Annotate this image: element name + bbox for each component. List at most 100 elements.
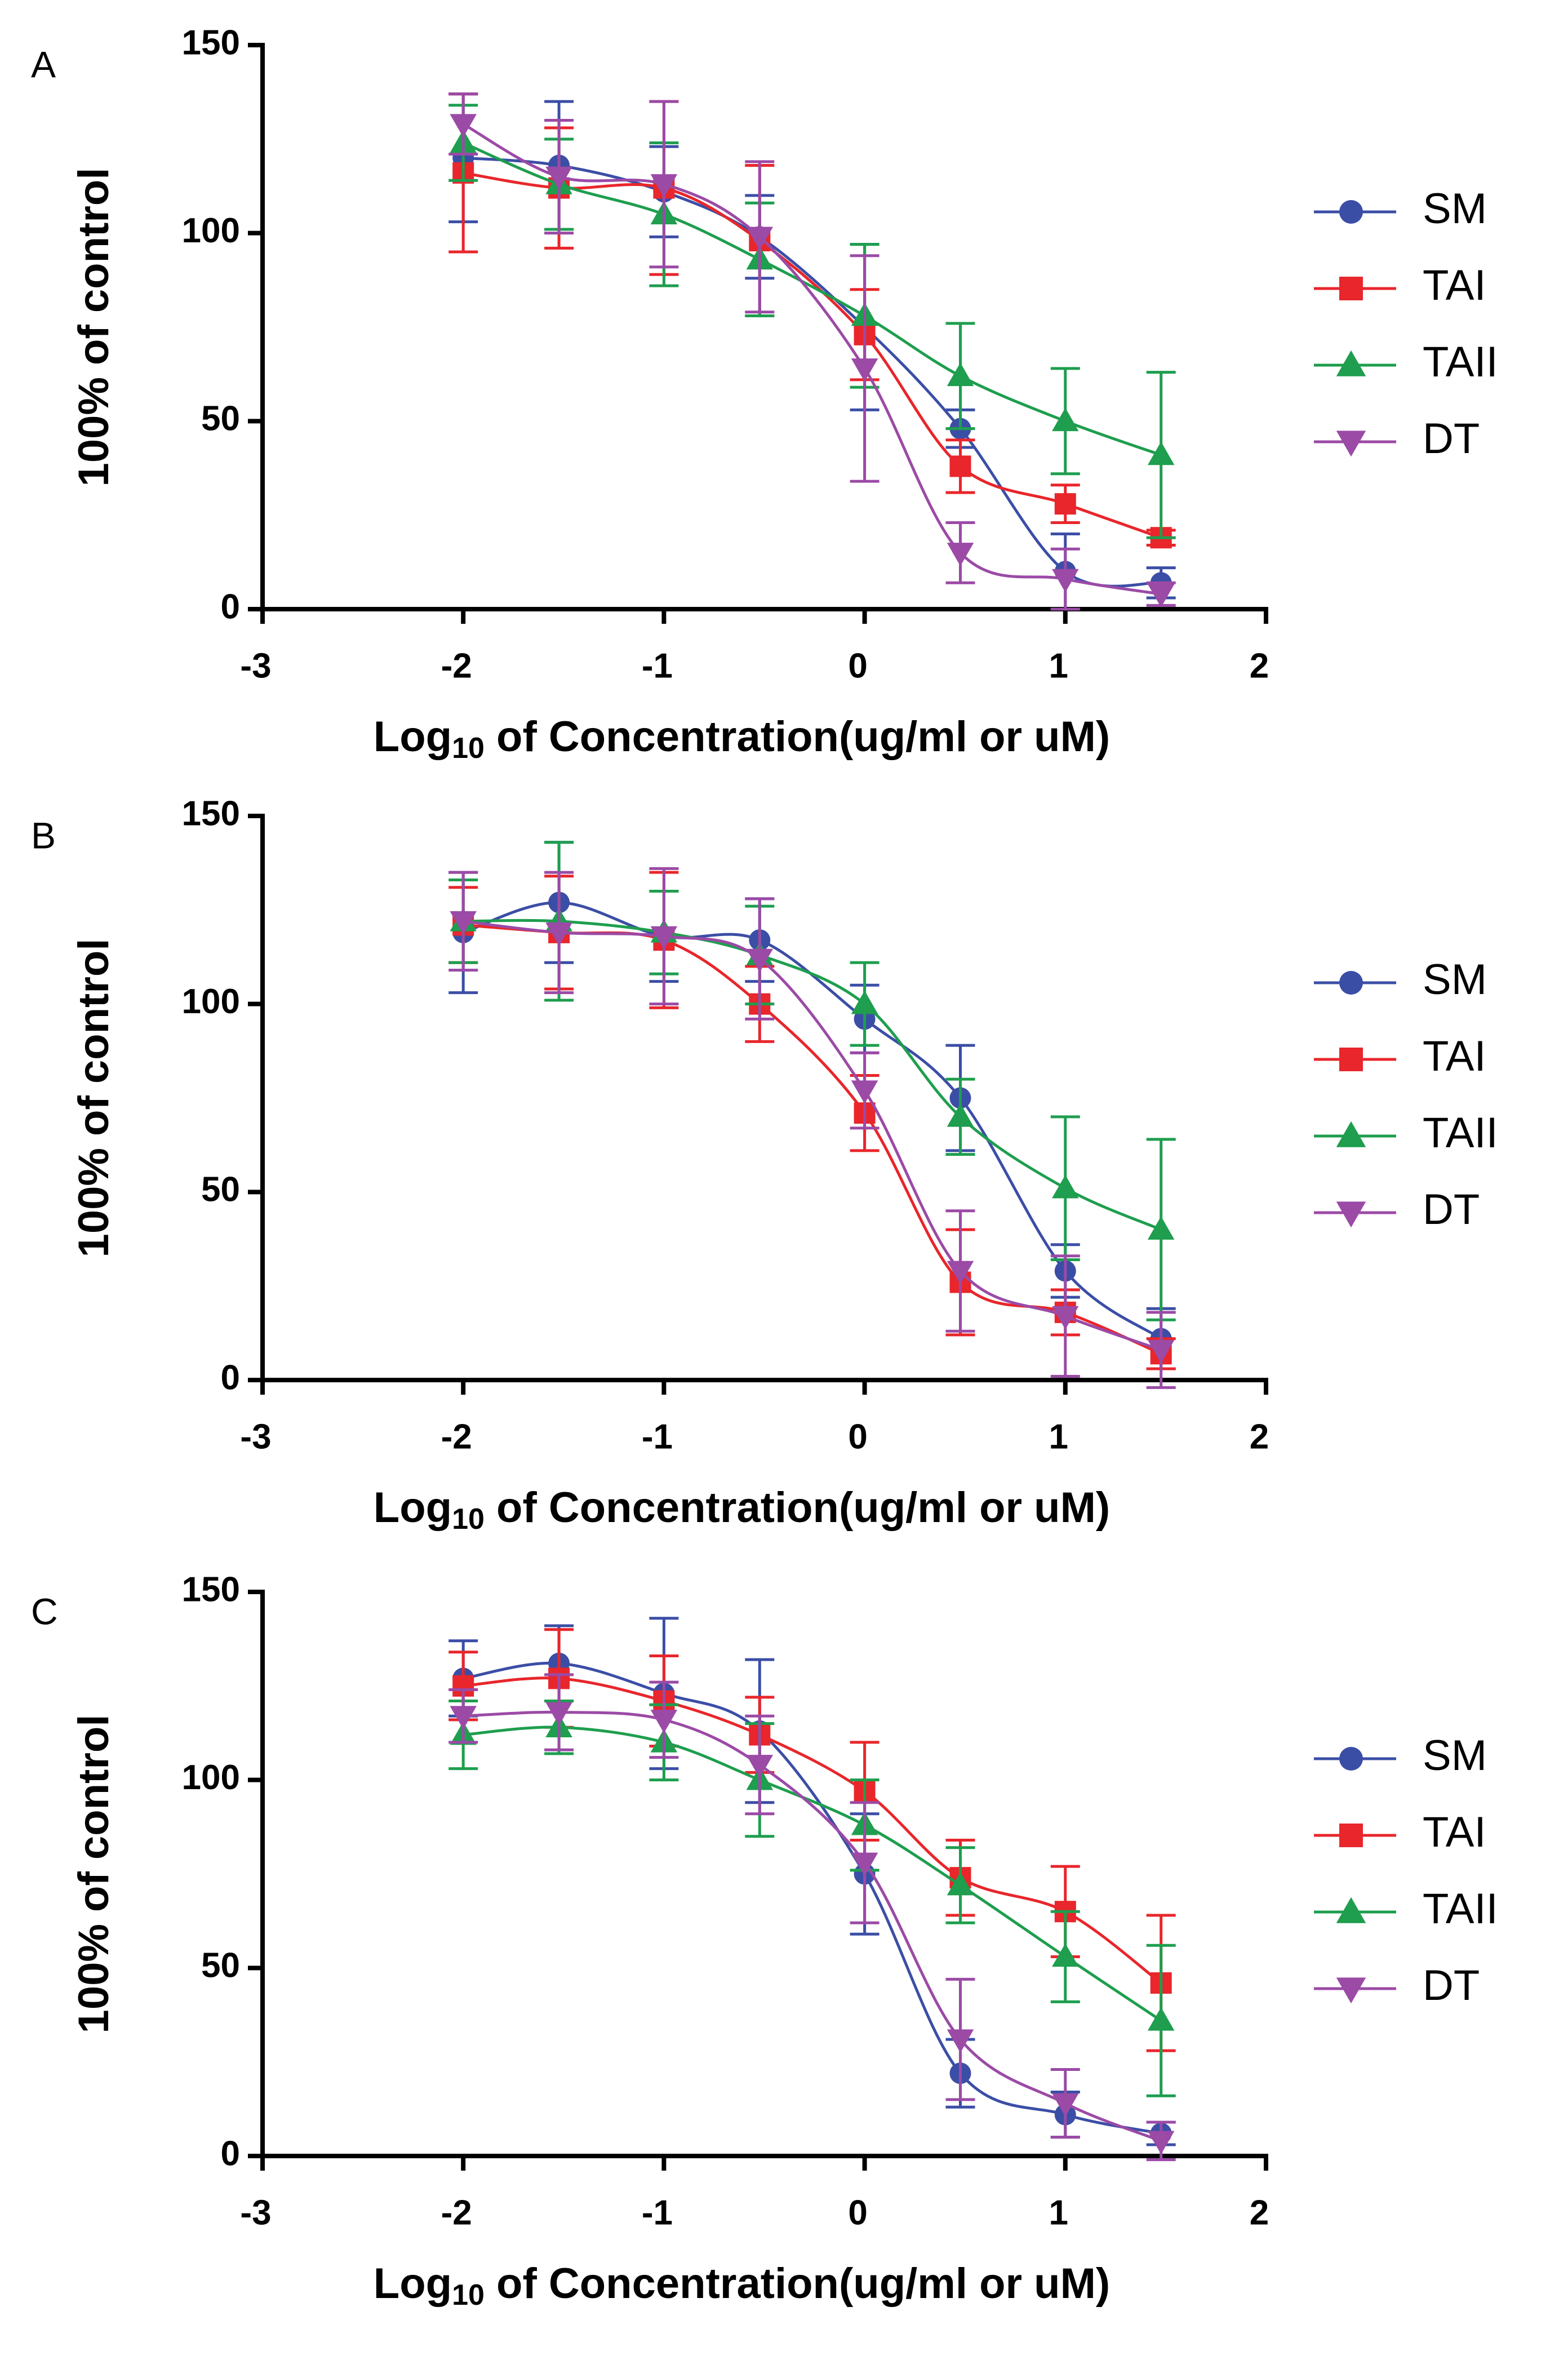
marker bbox=[1052, 407, 1079, 432]
x-tick-label: -2 bbox=[441, 1417, 472, 1456]
panel-label: C bbox=[31, 1590, 58, 1632]
x-tick-label: -1 bbox=[642, 646, 673, 685]
marker bbox=[947, 1103, 974, 1127]
x-label-subscript: 10 bbox=[452, 732, 485, 765]
y-tick-label: 100 bbox=[182, 982, 240, 1021]
y-tick-label: 50 bbox=[201, 400, 240, 438]
marker bbox=[1336, 350, 1366, 376]
x-label-rest: of Concentration(ug/ml or uM) bbox=[485, 713, 1110, 761]
marker bbox=[650, 174, 678, 198]
marker bbox=[851, 1852, 878, 1876]
panel: B 0 50 100 150 -3 -2 -1 0 1 2 100% of control Log10 … bbox=[31, 794, 1498, 1535]
x-tick-label: 1 bbox=[1049, 646, 1068, 685]
marker bbox=[1336, 431, 1366, 457]
panel-label: B bbox=[31, 814, 56, 856]
x-axis-label: Log10 of Concentration(ug/ml or uM) bbox=[374, 1484, 1110, 1536]
panel: C 0 50 100 150 -3 -2 -1 0 1 2 100% of control Log10 … bbox=[31, 1570, 1498, 2311]
y-tick-label: 150 bbox=[182, 23, 240, 62]
marker bbox=[947, 1261, 974, 1285]
marker bbox=[1339, 971, 1363, 995]
x-tick-label: 2 bbox=[1250, 1417, 1269, 1456]
y-tick-label: 100 bbox=[182, 1758, 240, 1797]
y-axis-label: 100% of control bbox=[70, 1715, 118, 2034]
marker bbox=[746, 227, 774, 251]
x-tick-label: -2 bbox=[441, 2193, 472, 2232]
legend-label: TAI bbox=[1423, 261, 1486, 309]
x-label-subscript: 10 bbox=[452, 2279, 485, 2312]
y-axis-label: 100% of control bbox=[70, 939, 118, 1258]
x-tick-label: 0 bbox=[848, 646, 867, 685]
x-tick-label: -3 bbox=[240, 646, 271, 685]
panel-label: A bbox=[31, 43, 56, 85]
x-tick-label: 1 bbox=[1049, 2193, 1068, 2232]
x-tick-label: -1 bbox=[642, 2193, 673, 2232]
marker bbox=[1339, 1747, 1363, 1771]
fit-curve bbox=[463, 920, 1162, 1351]
marker bbox=[851, 1080, 878, 1104]
marker bbox=[1339, 200, 1363, 224]
legend-label: SM bbox=[1423, 1732, 1487, 1780]
marker bbox=[1052, 569, 1079, 593]
x-tick-label: -3 bbox=[240, 1417, 271, 1456]
fit-curve bbox=[463, 900, 1162, 1340]
x-tick-label: 2 bbox=[1250, 2193, 1269, 2232]
fit-curve bbox=[463, 171, 1162, 539]
marker bbox=[450, 911, 477, 935]
x-label-subscript: 10 bbox=[452, 1503, 485, 1536]
marker bbox=[1052, 1943, 1079, 1967]
marker bbox=[1147, 584, 1175, 608]
y-tick-label: 150 bbox=[182, 794, 240, 833]
y-tick-label: 100 bbox=[182, 211, 240, 250]
x-axis-label: Log10 of Concentration(ug/ml or uM) bbox=[374, 2260, 1110, 2312]
x-label-base: Log bbox=[374, 1484, 452, 1532]
marker bbox=[1336, 1897, 1366, 1923]
marker bbox=[1339, 1824, 1363, 1847]
fit-curve bbox=[463, 1725, 1162, 2022]
marker bbox=[947, 362, 974, 387]
fit-curve bbox=[463, 1710, 1162, 2142]
marker bbox=[1052, 2093, 1079, 2117]
marker bbox=[450, 114, 477, 137]
legend-label: DT bbox=[1423, 415, 1480, 463]
marker bbox=[650, 926, 678, 950]
marker bbox=[1147, 2007, 1175, 2031]
legend-label: SM bbox=[1423, 185, 1487, 233]
marker bbox=[650, 1710, 678, 1733]
x-tick-label: -3 bbox=[240, 2193, 271, 2232]
x-label-base: Log bbox=[374, 713, 452, 761]
panel: A 0 50 100 150 -3 -2 -1 0 1 2 100% of control Log10 … bbox=[31, 23, 1498, 764]
x-label-base: Log bbox=[374, 2260, 452, 2308]
y-tick-label: 0 bbox=[221, 587, 240, 626]
x-tick-label: 0 bbox=[848, 1417, 867, 1456]
marker bbox=[1147, 1216, 1175, 1240]
marker bbox=[949, 455, 971, 477]
legend-label: DT bbox=[1423, 1962, 1480, 2009]
x-label-rest: of Concentration(ug/ml or uM) bbox=[485, 1484, 1110, 1532]
marker bbox=[1339, 277, 1363, 300]
x-tick-label: 2 bbox=[1250, 646, 1269, 685]
marker bbox=[1147, 441, 1175, 465]
x-tick-label: 1 bbox=[1049, 1417, 1068, 1456]
fit-curve bbox=[463, 141, 1162, 456]
x-tick-label: -1 bbox=[642, 1417, 673, 1456]
legend-label: TAII bbox=[1423, 1885, 1498, 1933]
marker bbox=[947, 2029, 974, 2053]
marker bbox=[545, 922, 572, 946]
legend-label: DT bbox=[1423, 1186, 1480, 1234]
marker bbox=[1054, 493, 1076, 515]
fit-curve bbox=[463, 919, 1162, 1231]
marker bbox=[1336, 1121, 1366, 1147]
legend-label: SM bbox=[1423, 956, 1487, 1004]
marker bbox=[1147, 2131, 1175, 2155]
y-tick-label: 0 bbox=[221, 2134, 240, 2173]
legend-label: TAII bbox=[1423, 1109, 1498, 1157]
x-tick-label: 0 bbox=[848, 2193, 867, 2232]
marker bbox=[746, 948, 774, 973]
marker bbox=[1336, 1977, 1366, 2004]
y-tick-label: 50 bbox=[201, 1946, 240, 1985]
x-tick-label: -2 bbox=[441, 646, 472, 685]
legend-label: TAI bbox=[1423, 1808, 1486, 1856]
marker bbox=[947, 543, 974, 566]
y-axis-label: 100% of control bbox=[70, 168, 118, 487]
